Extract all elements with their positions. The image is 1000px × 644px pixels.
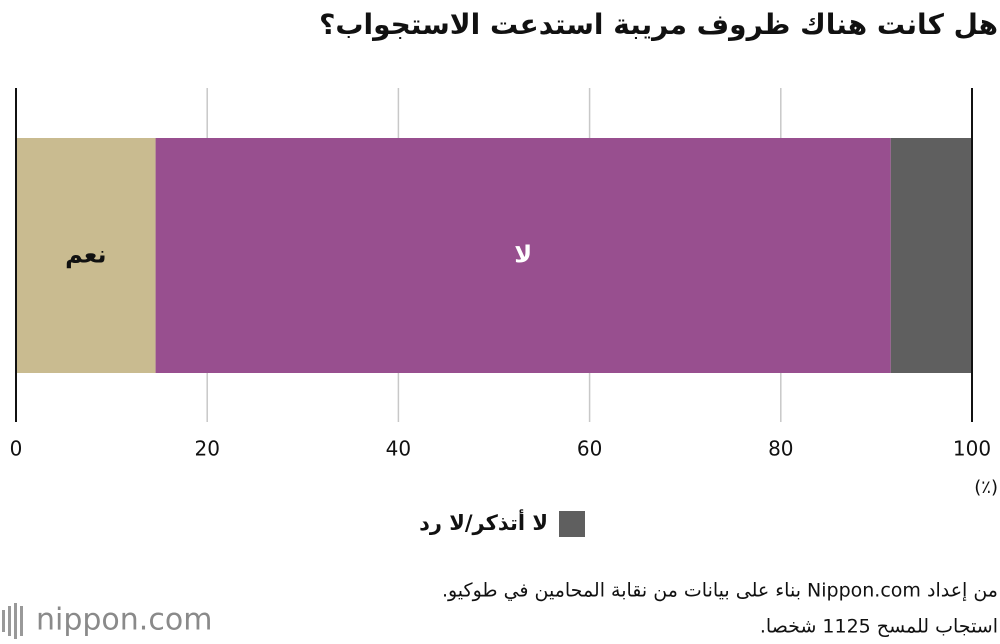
source-note: من إعداد Nippon.com بناء على بيانات من ن…: [442, 580, 998, 603]
logo: nippon.com: [2, 603, 212, 639]
bar-segment: [890, 138, 972, 373]
logo-mark: [14, 603, 17, 639]
segment-label: لا: [514, 241, 532, 269]
legend-label: لا أتذكر/لا رد: [419, 508, 548, 535]
logo-mark: [20, 606, 23, 636]
bar-segment: [16, 138, 156, 373]
logo-text: nippon.com: [36, 603, 212, 638]
x-tick-label: 60: [577, 437, 602, 461]
segment-label: نعم: [65, 241, 106, 269]
x-tick-label: 40: [386, 437, 411, 461]
chart-title: هل كانت هناك ظروف مريبة استدعت الاستجواب…: [319, 8, 998, 41]
legend-swatch: [559, 511, 585, 537]
x-tick-label: 100: [953, 437, 991, 461]
x-unit: (٪): [974, 477, 998, 498]
sample-note: استجاب للمسح 1125 شخصا.: [760, 616, 998, 638]
logo-mark: [2, 610, 5, 632]
logo-mark: [8, 606, 11, 636]
x-tick-label: 80: [768, 437, 793, 461]
x-tick-label: 20: [194, 437, 219, 461]
bar-segment: [155, 138, 891, 373]
x-tick-label: 0: [10, 437, 23, 461]
